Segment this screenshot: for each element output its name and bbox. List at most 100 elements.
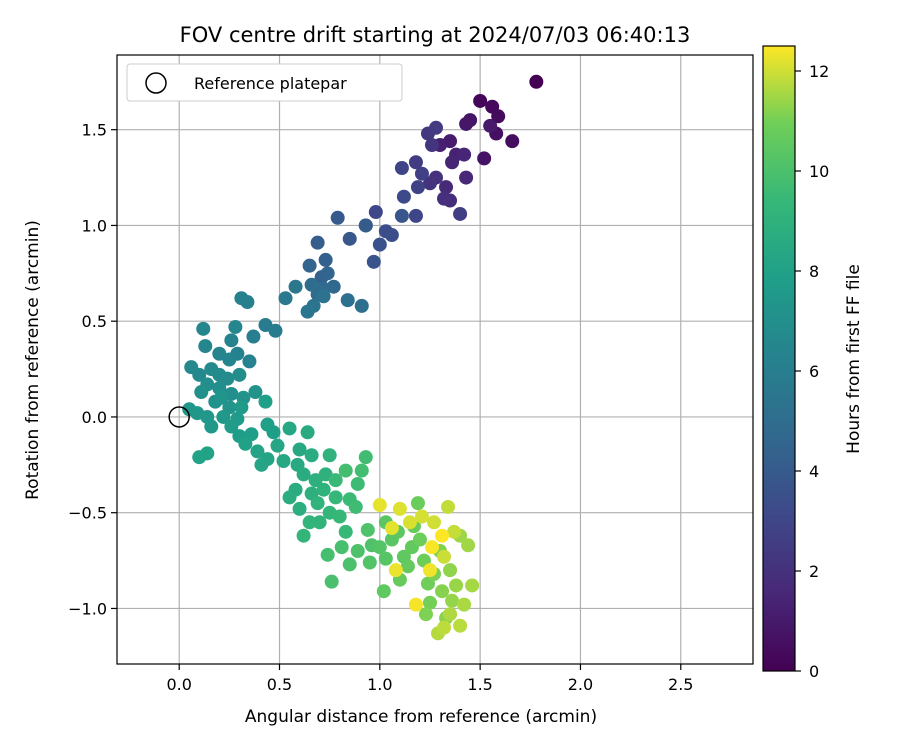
data-point: [384, 228, 399, 243]
data-point: [348, 499, 363, 514]
colorbar-gradient: [762, 45, 796, 672]
data-point: [194, 385, 209, 400]
data-point: [392, 501, 407, 516]
data-point: [435, 584, 450, 599]
data-point: [350, 476, 365, 491]
data-point: [435, 528, 450, 543]
data-point: [338, 463, 353, 478]
data-point: [328, 490, 343, 505]
colorbar: 0 2 4 6 8 10 12 Hours from first FF file: [762, 45, 864, 681]
x-tick-label: 2.0: [568, 675, 593, 694]
data-point: [292, 501, 307, 516]
data-point: [429, 120, 444, 135]
data-point: [216, 409, 231, 424]
data-point: [400, 559, 415, 574]
data-point: [378, 551, 393, 566]
data-point: [320, 266, 335, 281]
data-point: [414, 166, 429, 181]
data-point: [316, 289, 331, 304]
data-point: [422, 595, 437, 610]
data-point: [304, 448, 319, 463]
x-tick-label: 1.0: [367, 675, 392, 694]
data-point: [422, 176, 437, 191]
data-point: [224, 333, 239, 348]
data-point: [330, 210, 345, 225]
data-point: [529, 74, 544, 89]
data-point: [342, 557, 357, 572]
points-layer: [182, 74, 544, 641]
data-point: [376, 584, 391, 599]
colorbar-tick-label: 12: [809, 62, 829, 81]
data-point: [328, 473, 343, 488]
legend-label: Reference platepar: [194, 74, 347, 93]
data-point: [453, 206, 468, 221]
data-point: [238, 436, 253, 451]
colorbar-tick-label: 2: [809, 562, 819, 581]
data-point: [459, 170, 474, 185]
data-point: [447, 524, 462, 539]
data-point: [234, 400, 249, 415]
data-point: [350, 544, 365, 559]
legend-box: [126, 63, 403, 102]
data-point: [424, 540, 439, 555]
data-point: [368, 205, 383, 220]
data-point: [422, 563, 437, 578]
data-point: [246, 329, 261, 344]
data-point: [445, 593, 460, 608]
data-point: [248, 385, 263, 400]
data-point: [358, 450, 373, 465]
data-point: [449, 578, 464, 593]
y-tick-label: 1.5: [82, 121, 107, 140]
data-point: [334, 540, 349, 555]
data-point: [268, 323, 283, 338]
data-point: [316, 482, 331, 497]
data-point: [278, 291, 293, 306]
colorbar-ticks: 0 2 4 6 8 10 12: [795, 62, 829, 681]
data-point: [320, 547, 335, 562]
data-point: [414, 509, 429, 524]
data-point: [302, 515, 317, 530]
x-tick-label: 1.5: [467, 675, 492, 694]
data-point: [324, 574, 339, 589]
data-point: [453, 618, 468, 633]
data-point: [388, 563, 403, 578]
data-point: [338, 524, 353, 539]
data-point: [282, 421, 297, 436]
data-point: [394, 208, 409, 223]
colorbar-tick-label: 10: [809, 162, 829, 181]
data-point: [318, 252, 333, 267]
x-tick-label: 2.5: [668, 675, 693, 694]
data-point: [396, 189, 411, 204]
data-point: [196, 321, 211, 336]
data-point: [198, 339, 213, 354]
data-point: [192, 367, 207, 382]
data-point: [332, 509, 347, 524]
data-point: [300, 425, 315, 440]
data-point: [342, 231, 357, 246]
data-point: [372, 498, 387, 513]
data-point: [204, 419, 219, 434]
data-point: [483, 118, 498, 133]
data-point: [384, 521, 399, 536]
data-point: [228, 319, 243, 334]
data-point: [360, 522, 375, 537]
data-point: [473, 93, 488, 108]
reference-marker: [168, 406, 190, 428]
data-point: [412, 532, 427, 547]
x-tick-label: 0.0: [166, 675, 191, 694]
data-point: [300, 304, 315, 319]
data-point: [426, 515, 441, 530]
y-tick-label: 1.0: [82, 216, 107, 235]
data-point: [439, 180, 454, 195]
y-axis: −1.0 −0.5 0.0 0.5 1.0 1.5: [68, 121, 117, 618]
data-point: [354, 298, 369, 313]
data-point: [437, 620, 452, 635]
data-point: [214, 390, 229, 405]
y-tick-label: −0.5: [68, 504, 107, 523]
data-point: [443, 607, 458, 622]
data-point: [410, 180, 425, 195]
chart-title: FOV centre drift starting at 2024/07/03 …: [180, 23, 691, 47]
data-point: [443, 563, 458, 578]
data-point: [437, 549, 452, 564]
legend-marker: [145, 72, 167, 94]
